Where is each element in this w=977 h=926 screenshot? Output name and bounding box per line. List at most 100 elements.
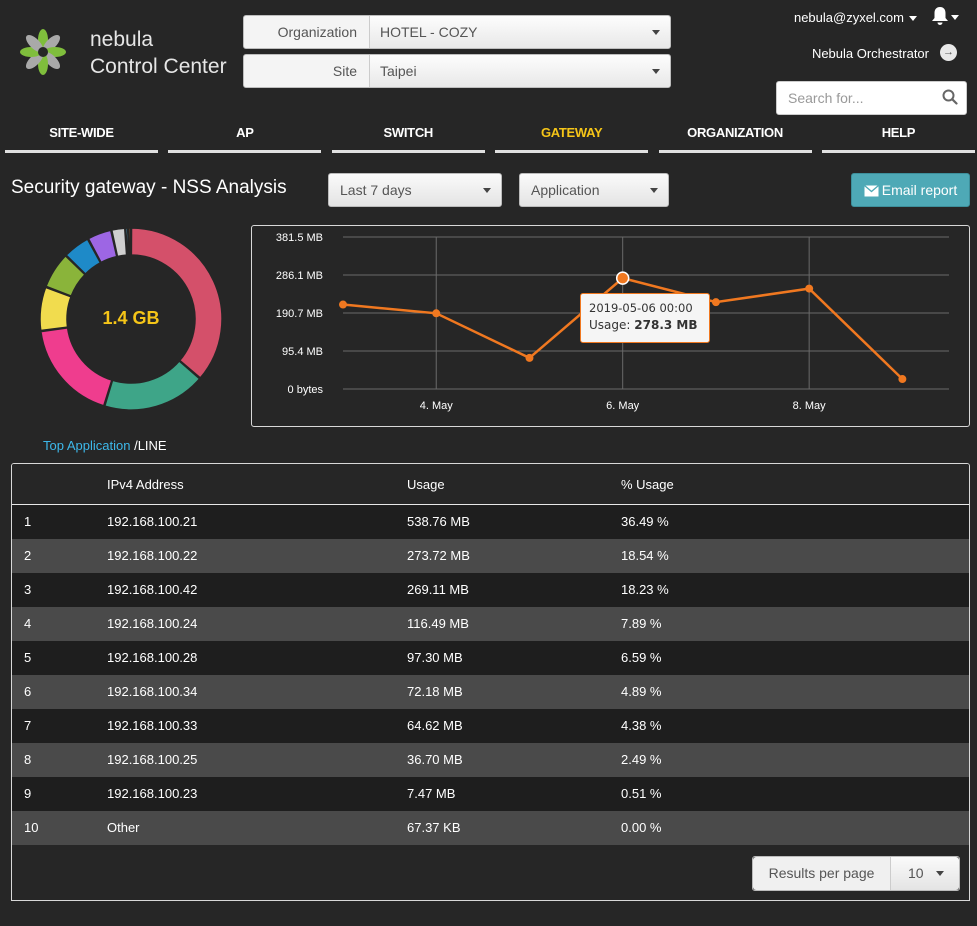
cell-percent-usage: 36.49 % bbox=[621, 514, 669, 529]
chevron-down-icon bbox=[650, 188, 658, 193]
cell-percent-usage: 4.89 % bbox=[621, 684, 662, 699]
table-row[interactable]: 6 192.168.100.34 72.18 MB 4.89 % bbox=[12, 675, 969, 709]
donut-slice[interactable] bbox=[110, 227, 128, 258]
cell-usage: 116.49 MB bbox=[407, 616, 469, 631]
search-input[interactable] bbox=[788, 83, 948, 113]
cell-ipv4-address: 192.168.100.42 bbox=[107, 582, 198, 597]
cell-rank: 2 bbox=[24, 548, 32, 563]
brand-line2: Control Center bbox=[90, 55, 227, 78]
y-tick-label: 190.7 MB bbox=[276, 308, 323, 320]
search-box[interactable] bbox=[776, 81, 967, 115]
cell-rank: 1 bbox=[24, 514, 32, 529]
tooltip-date: 2019-05-06 00:00 bbox=[589, 301, 693, 315]
donut-slice[interactable] bbox=[127, 227, 132, 256]
site-dropdown[interactable]: Taipei bbox=[370, 55, 670, 87]
table-row[interactable]: 5 192.168.100.28 97.30 MB 6.59 % bbox=[12, 641, 969, 675]
cell-percent-usage: 0.51 % bbox=[621, 786, 662, 801]
table-row[interactable]: 7 192.168.100.33 64.62 MB 4.38 % bbox=[12, 709, 969, 743]
results-per-page-dropdown[interactable]: 10 bbox=[891, 857, 959, 890]
chevron-down-icon bbox=[483, 188, 491, 193]
tab-switch[interactable]: SWITCH bbox=[331, 118, 485, 153]
table-row[interactable]: 2 192.168.100.22 273.72 MB 18.54 % bbox=[12, 539, 969, 573]
usage-line-chart: 381.5 MB 286.1 MB 190.7 MB 95.4 MB 0 bytes 4.… bbox=[251, 225, 970, 427]
search-icon[interactable] bbox=[942, 89, 958, 105]
table-header: IPv4 Address Usage % Usage bbox=[12, 464, 969, 505]
header-ipv4-address[interactable]: IPv4 Address bbox=[107, 477, 184, 492]
table-row[interactable]: 1 192.168.100.21 538.76 MB 36.49 % bbox=[12, 505, 969, 539]
cell-percent-usage: 18.54 % bbox=[621, 548, 669, 563]
donut-slice[interactable] bbox=[39, 286, 72, 332]
cell-rank: 8 bbox=[24, 752, 32, 767]
cell-percent-usage: 6.59 % bbox=[621, 650, 662, 665]
cell-rank: 6 bbox=[24, 684, 32, 699]
brand-line1: nebula bbox=[90, 28, 154, 51]
cell-percent-usage: 4.38 % bbox=[621, 718, 662, 733]
tab-site-wide[interactable]: SITE-WIDE bbox=[5, 118, 158, 153]
cell-rank: 5 bbox=[24, 650, 32, 665]
orchestrator-arrow-icon[interactable]: → bbox=[940, 44, 957, 61]
results-per-page-value: 10 bbox=[908, 865, 924, 881]
data-point[interactable] bbox=[615, 271, 630, 285]
results-per-page[interactable]: Results per page 10 bbox=[752, 856, 960, 891]
analysis-type-value: Application bbox=[531, 182, 600, 198]
table-body: 1 192.168.100.21 538.76 MB 36.49 % 2 192.168.… bbox=[12, 505, 969, 845]
donut-slice[interactable] bbox=[87, 229, 118, 264]
donut-slice[interactable] bbox=[40, 327, 113, 407]
cell-usage: 273.72 MB bbox=[407, 548, 470, 563]
cell-rank: 4 bbox=[24, 616, 32, 631]
table-footer: Results per page 10 bbox=[11, 846, 970, 901]
cell-ipv4-address: Other bbox=[107, 820, 140, 835]
chevron-down-icon bbox=[909, 16, 917, 22]
site-selector[interactable]: Site Taipei bbox=[243, 54, 671, 88]
table-row[interactable]: 10 Other 67.37 KB 0.00 % bbox=[12, 811, 969, 845]
header-usage[interactable]: Usage bbox=[407, 477, 445, 492]
cell-usage: 97.30 MB bbox=[407, 650, 463, 665]
data-point[interactable] bbox=[805, 284, 814, 293]
usage-table: IPv4 Address Usage % Usage 1 192.168.100.… bbox=[11, 463, 970, 847]
tab-gateway[interactable]: GATEWAY bbox=[495, 118, 649, 153]
tab-help[interactable]: HELP bbox=[821, 118, 975, 153]
cell-rank: 10 bbox=[24, 820, 39, 835]
data-point[interactable] bbox=[711, 298, 720, 307]
analysis-type-dropdown[interactable]: Application bbox=[519, 173, 669, 207]
donut-slice[interactable] bbox=[125, 227, 130, 256]
notifications-button[interactable] bbox=[931, 6, 959, 28]
orchestrator-label[interactable]: Nebula Orchestrator bbox=[811, 46, 929, 61]
organization-value: HOTEL - COZY bbox=[380, 24, 478, 40]
user-menu[interactable]: nebula@zyxel.com bbox=[794, 10, 917, 25]
tab-organization[interactable]: ORGANIZATION bbox=[658, 118, 812, 153]
donut-total: 1.4 GB bbox=[102, 308, 160, 328]
tab-ap[interactable]: AP bbox=[168, 118, 322, 153]
data-point[interactable] bbox=[339, 300, 347, 309]
data-point[interactable] bbox=[525, 353, 534, 362]
y-tick-label: 95.4 MB bbox=[282, 346, 323, 358]
email-report-button[interactable]: Email report bbox=[851, 173, 970, 207]
header-percent-usage[interactable]: % Usage bbox=[621, 477, 674, 492]
table-row[interactable]: 8 192.168.100.25 36.70 MB 2.49 % bbox=[12, 743, 969, 777]
table-row[interactable]: 9 192.168.100.23 7.47 MB 0.51 % bbox=[12, 777, 969, 811]
donut-slice[interactable] bbox=[45, 254, 86, 298]
cell-ipv4-address: 192.168.100.28 bbox=[107, 650, 198, 665]
usage-donut-chart bbox=[39, 227, 223, 411]
organization-selector[interactable]: Organization HOTEL - COZY bbox=[243, 15, 671, 49]
table-row[interactable]: 3 192.168.100.42 269.11 MB 18.23 % bbox=[12, 573, 969, 607]
donut-slice[interactable] bbox=[65, 238, 102, 276]
top-application-label: Top Application /LINE bbox=[43, 438, 167, 453]
top-application-link[interactable]: Top Application bbox=[43, 438, 131, 453]
cell-usage: 67.37 KB bbox=[407, 820, 461, 835]
data-point[interactable] bbox=[432, 309, 441, 318]
donut-slice[interactable] bbox=[130, 227, 223, 379]
data-point[interactable] bbox=[898, 375, 907, 384]
table-row[interactable]: 4 192.168.100.24 116.49 MB 7.89 % bbox=[12, 607, 969, 641]
top-application-separator: / bbox=[134, 438, 138, 453]
y-tick-label: 0 bytes bbox=[288, 384, 324, 396]
x-tick-label: 8. May bbox=[793, 400, 827, 412]
cell-percent-usage: 0.00 % bbox=[621, 820, 662, 835]
cell-usage: 538.76 MB bbox=[407, 514, 470, 529]
chevron-down-icon bbox=[652, 30, 660, 35]
donut-slice[interactable] bbox=[103, 359, 201, 411]
organization-dropdown[interactable]: HOTEL - COZY bbox=[370, 16, 670, 48]
period-dropdown[interactable]: Last 7 days bbox=[328, 173, 502, 207]
tooltip-value: 278.3 MB bbox=[634, 318, 698, 332]
y-tick-label: 286.1 MB bbox=[276, 270, 323, 282]
